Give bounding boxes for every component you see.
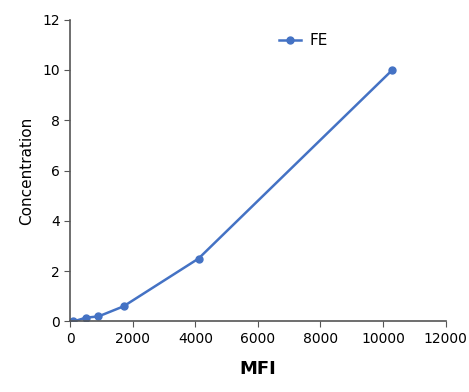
FE [83, 315, 89, 320]
FE [71, 319, 76, 324]
X-axis label: MFI: MFI [240, 360, 276, 378]
Y-axis label: Concentration: Concentration [19, 116, 34, 225]
FE [121, 304, 126, 309]
Legend: FE: FE [279, 33, 327, 48]
Line: FE: FE [70, 66, 396, 325]
FE [96, 314, 101, 319]
FE [390, 67, 395, 72]
FE [196, 256, 201, 261]
